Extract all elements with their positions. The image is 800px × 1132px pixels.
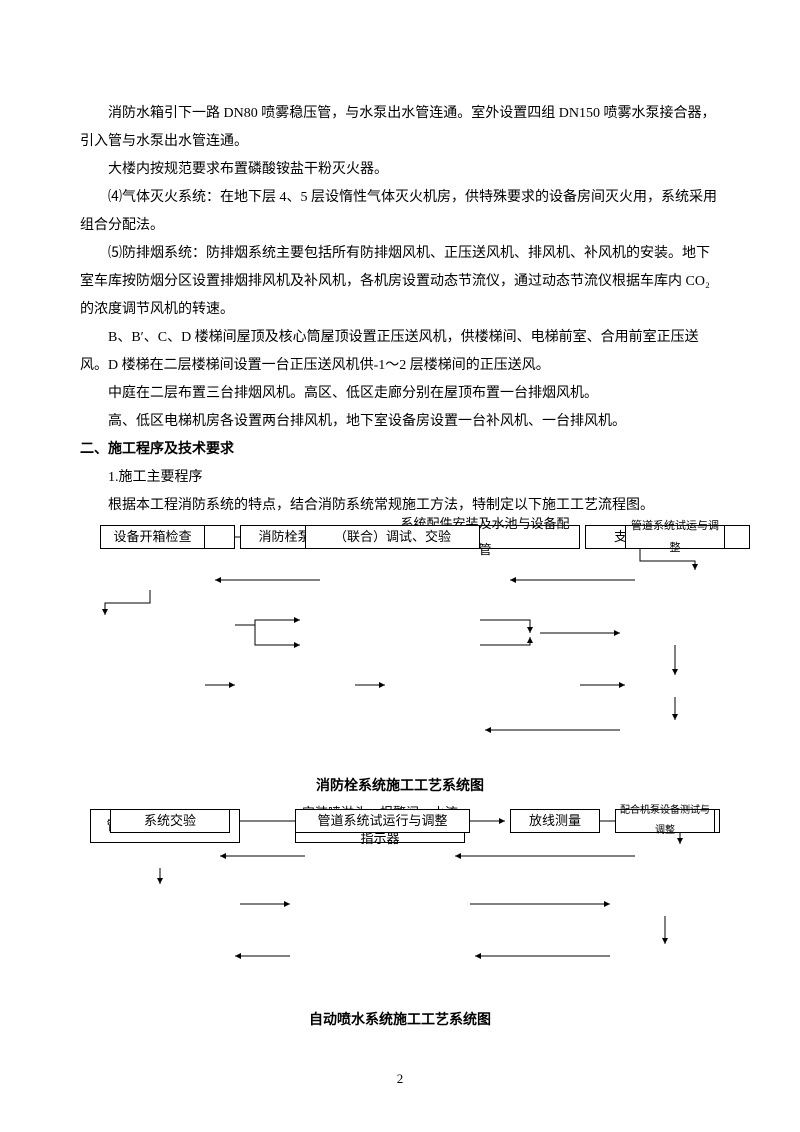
node: 放线测量: [510, 809, 600, 833]
para: ⑷气体灭火系统：在地下层 4、5 层设惰性气体灭火机房，供特殊要求的设备房间灭火…: [80, 184, 720, 240]
para: B、B′、C、D 楼梯间屋顶及核心筒屋顶设置正压送风机，供楼梯间、电梯前室、合用…: [80, 324, 720, 380]
subheading: 1.施工主要程序: [80, 464, 720, 492]
caption-1: 消防栓系统施工工艺系统图: [80, 773, 720, 801]
node: （联合）调试、交验: [305, 525, 480, 549]
heading-2: 二、施工程序及技术要求: [80, 436, 720, 464]
flowchart-2: 施工准备工作 预留孔洞 放线测量 支架安装 管网安装 主干管安装 支架安装 管网…: [80, 809, 720, 999]
node: 设备开箱检查: [100, 525, 205, 549]
para: ⑸防排烟系统：防排烟系统主要包括所有防排烟风机、正压送风机、排风机、补风机的安装…: [80, 240, 720, 324]
node: 系统交验: [110, 809, 230, 833]
caption-2: 自动喷水系统施工工艺系统图: [80, 1007, 720, 1035]
flowchart-1: 施工准备工作 放线测量 样板件施工 支架制作 干管安装 管道放线，支架微调 支架…: [80, 525, 720, 765]
para: 消防水箱引下一路 DN80 喷雾稳压管，与水泵出水管连通。室外设置四组 DN15…: [80, 100, 720, 156]
para: 高、低区电梯机房各设置两台排风机，地下室设备房设置一台补风机、一台排风机。: [80, 408, 720, 436]
node: 管道系统试运与调整: [625, 525, 725, 549]
para: 中庭在二层布置三台排烟风机。高区、低区走廊分别在屋顶布置一台排烟风机。: [80, 380, 720, 408]
page-number: 2: [0, 1066, 800, 1092]
para: 大楼内按规范要求布置磷酸铵盐干粉灭火器。: [80, 156, 720, 184]
node: 管道系统试运行与调整: [295, 809, 470, 833]
node: 配合机泵设备测试与调整: [615, 809, 715, 833]
